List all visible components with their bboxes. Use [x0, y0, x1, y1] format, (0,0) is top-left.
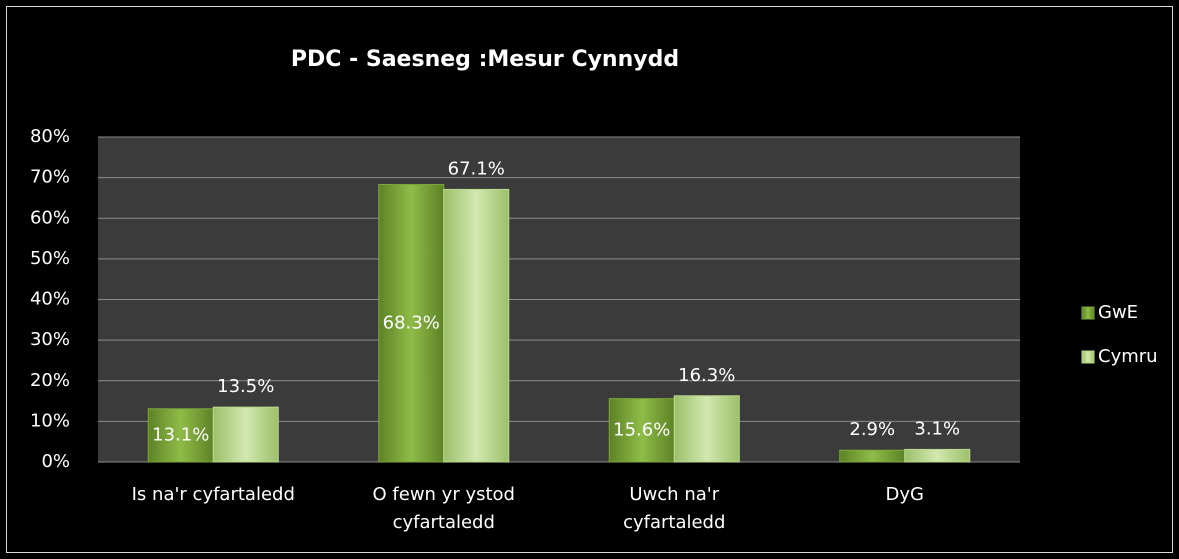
value-label: 68.3% — [383, 312, 440, 333]
y-tick-label: 0% — [41, 451, 70, 472]
y-tick-label: 20% — [30, 370, 70, 391]
y-tick-label: 30% — [30, 329, 70, 350]
bar — [378, 184, 445, 463]
x-tick-label: DyG — [886, 484, 924, 505]
bar — [443, 188, 510, 463]
x-tick-label: Uwch na'r — [629, 484, 719, 505]
y-tick-label: 60% — [30, 207, 70, 228]
legend-swatch — [1081, 350, 1095, 364]
bar — [904, 448, 971, 463]
legend-swatch — [1081, 306, 1095, 320]
value-label: 13.5% — [217, 376, 274, 397]
legend-label: Cymru — [1098, 346, 1158, 367]
y-tick-label: 80% — [30, 126, 70, 147]
y-tick-label: 50% — [30, 248, 70, 269]
value-label: 13.1% — [152, 424, 209, 445]
y-tick-label: 10% — [30, 410, 70, 431]
bar — [673, 395, 740, 463]
y-tick-label: 40% — [30, 289, 70, 310]
bar — [608, 398, 675, 463]
bar — [839, 449, 906, 463]
x-tick-label: cyfartaledd — [393, 512, 495, 533]
x-tick-label: O fewn yr ystod — [373, 484, 515, 505]
x-tick-label: cyfartaledd — [623, 512, 725, 533]
value-label: 2.9% — [849, 419, 895, 440]
x-tick-label: Is na'r cyfartaledd — [132, 484, 295, 505]
value-label: 16.3% — [678, 365, 735, 386]
y-tick-label: 70% — [30, 167, 70, 188]
bar — [212, 406, 279, 463]
value-label: 15.6% — [613, 419, 670, 440]
legend-label: GwE — [1098, 302, 1138, 323]
chart-title: PDC - Saesneg :Mesur Cynnydd — [291, 47, 679, 72]
bar — [147, 408, 214, 463]
value-label: 67.1% — [448, 158, 505, 179]
value-label: 3.1% — [914, 418, 960, 439]
